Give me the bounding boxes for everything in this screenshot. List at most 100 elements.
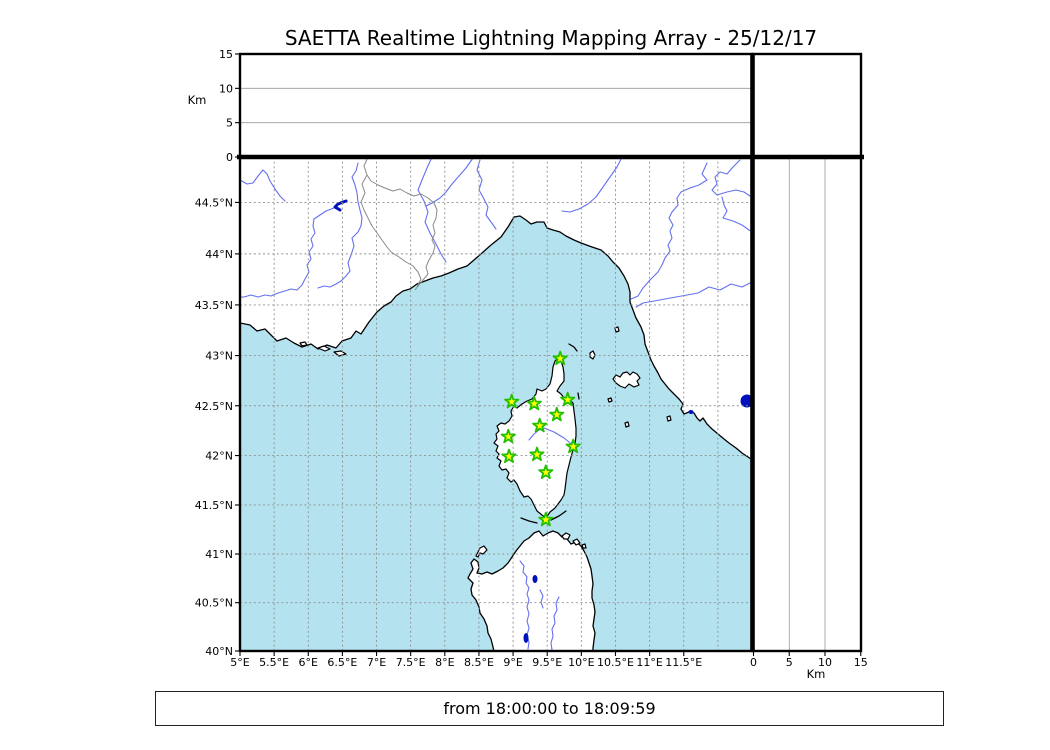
altitude-longitude-grid xyxy=(240,87,752,124)
capraia-island xyxy=(589,350,596,360)
bolsena-lake xyxy=(740,394,752,408)
river xyxy=(240,207,335,298)
station-marker xyxy=(529,446,545,462)
maddalena-island xyxy=(561,532,571,540)
station-marker xyxy=(552,350,568,366)
longitude-tick-label: 8°E xyxy=(435,656,454,669)
station-marker xyxy=(538,511,554,527)
latitude-tick-label: 40.5°N xyxy=(195,597,233,610)
station-marker xyxy=(501,448,517,464)
altitude-tick-label: 0 xyxy=(226,151,233,164)
altitude-latitude-panel xyxy=(751,155,863,653)
sardinia-landmass xyxy=(468,531,595,651)
altitude-tick-label: 15 xyxy=(219,48,233,61)
longitude-tick-label: 11.5°E xyxy=(665,656,702,669)
station-marker xyxy=(549,406,565,422)
latitude-tick-label: 44.5°N xyxy=(195,196,233,209)
hyeres-island-1 xyxy=(317,345,331,352)
longitude-tick-label: 6°E xyxy=(299,656,318,669)
station-marker xyxy=(526,395,542,411)
latitude-tick-label: 41.5°N xyxy=(195,499,233,512)
station-marker xyxy=(538,464,554,480)
pianosa-island xyxy=(607,397,613,403)
altitude-tick-label: 5 xyxy=(226,117,233,130)
sardinia-lake xyxy=(523,633,529,643)
latitude-tick-label: 43°N xyxy=(205,350,233,363)
giraglia-islet xyxy=(568,343,578,352)
altitude-tick-label: 15 xyxy=(854,656,868,669)
altitude-tick-label: 5 xyxy=(786,656,793,669)
longitude-tick-label: 11°E xyxy=(636,656,662,669)
longitude-tick-label: 10°E xyxy=(568,656,594,669)
altitude-latitude-grid xyxy=(788,157,826,651)
latitude-tick-label: 44°N xyxy=(205,248,233,261)
gorgona-island xyxy=(614,326,620,333)
river xyxy=(561,157,623,213)
longitude-tick-label: 9.5°E xyxy=(532,656,562,669)
figure-title: SAETTA Realtime Lightning Mapping Array … xyxy=(284,26,818,50)
station-marker xyxy=(500,428,516,444)
axis-labels: 5°E 5.5°E 6°E 6.5°E 7°E 7.5°E 8°E 8.5°E 9°E 9.5°E… xyxy=(195,48,868,669)
mainland-landmass xyxy=(240,157,752,460)
maddalena-island-2 xyxy=(572,538,581,546)
longitude-tick-label: 8.5°E xyxy=(464,656,494,669)
latitude-tick-label: 42°N xyxy=(205,450,233,463)
hyeres-island-2 xyxy=(333,350,347,357)
station-marker xyxy=(532,417,548,433)
giglio-island xyxy=(666,415,672,422)
longitude-tick-label: 10.5°E xyxy=(597,656,634,669)
altitude-tick-label: 10 xyxy=(219,82,233,95)
longitude-tick-label: 9°E xyxy=(503,656,522,669)
station-marker xyxy=(560,391,576,407)
right-panel-xlabel: Km xyxy=(807,667,826,681)
caprera-island xyxy=(581,543,587,549)
longitude-tick-label: 5°E xyxy=(230,656,249,669)
latitude-tick-label: 40°N xyxy=(205,645,233,658)
hyeres-island-3 xyxy=(299,341,308,347)
bonifacio-islets-2 xyxy=(550,510,567,521)
longitude-tick-label: 7.5°E xyxy=(396,656,426,669)
station-markers xyxy=(500,350,581,527)
river xyxy=(539,589,544,609)
corsica xyxy=(493,357,577,519)
river xyxy=(476,159,497,230)
golo-river xyxy=(528,427,574,447)
altitude-tick-label: 10 xyxy=(818,656,832,669)
longitude-tick-label: 6.5°E xyxy=(327,656,357,669)
longitude-tick-label: 7°E xyxy=(367,656,386,669)
river xyxy=(240,169,286,202)
time-range-text: from 18:00:00 to 18:09:59 xyxy=(443,699,656,718)
altitude-longitude-panel xyxy=(238,52,754,159)
map-content xyxy=(240,157,752,651)
station-marker xyxy=(565,438,581,454)
orbetello-lagoon xyxy=(688,410,694,414)
altitude-longitude-plot-area xyxy=(240,54,752,157)
river xyxy=(630,162,708,300)
border-line xyxy=(360,174,422,288)
corner-box-area xyxy=(753,54,861,157)
river xyxy=(635,281,752,308)
time-range-box: from 18:00:00 to 18:09:59 xyxy=(155,691,944,726)
bonifacio-islets-1 xyxy=(520,517,538,524)
mainland-coastline xyxy=(240,215,752,461)
corner-box xyxy=(751,52,863,159)
altitude-tick-label: 0 xyxy=(750,656,757,669)
top-panel-ylabel: Km xyxy=(188,93,207,107)
latitude-tick-label: 41°N xyxy=(205,548,233,561)
river xyxy=(519,560,530,650)
river xyxy=(550,596,560,651)
border-line xyxy=(363,157,438,291)
station-marker xyxy=(504,393,520,409)
latitude-tick-label: 42.5°N xyxy=(195,400,233,413)
map-panel xyxy=(238,155,754,653)
islands xyxy=(299,326,672,558)
country-borders xyxy=(360,157,438,291)
river xyxy=(721,196,752,233)
river xyxy=(417,157,447,263)
latitude-tick-label: 43.5°N xyxy=(195,299,233,312)
rivers xyxy=(240,157,752,651)
finocchiarola-islet xyxy=(577,392,580,400)
coghinas-lake xyxy=(532,575,538,583)
elba-island xyxy=(612,371,641,389)
